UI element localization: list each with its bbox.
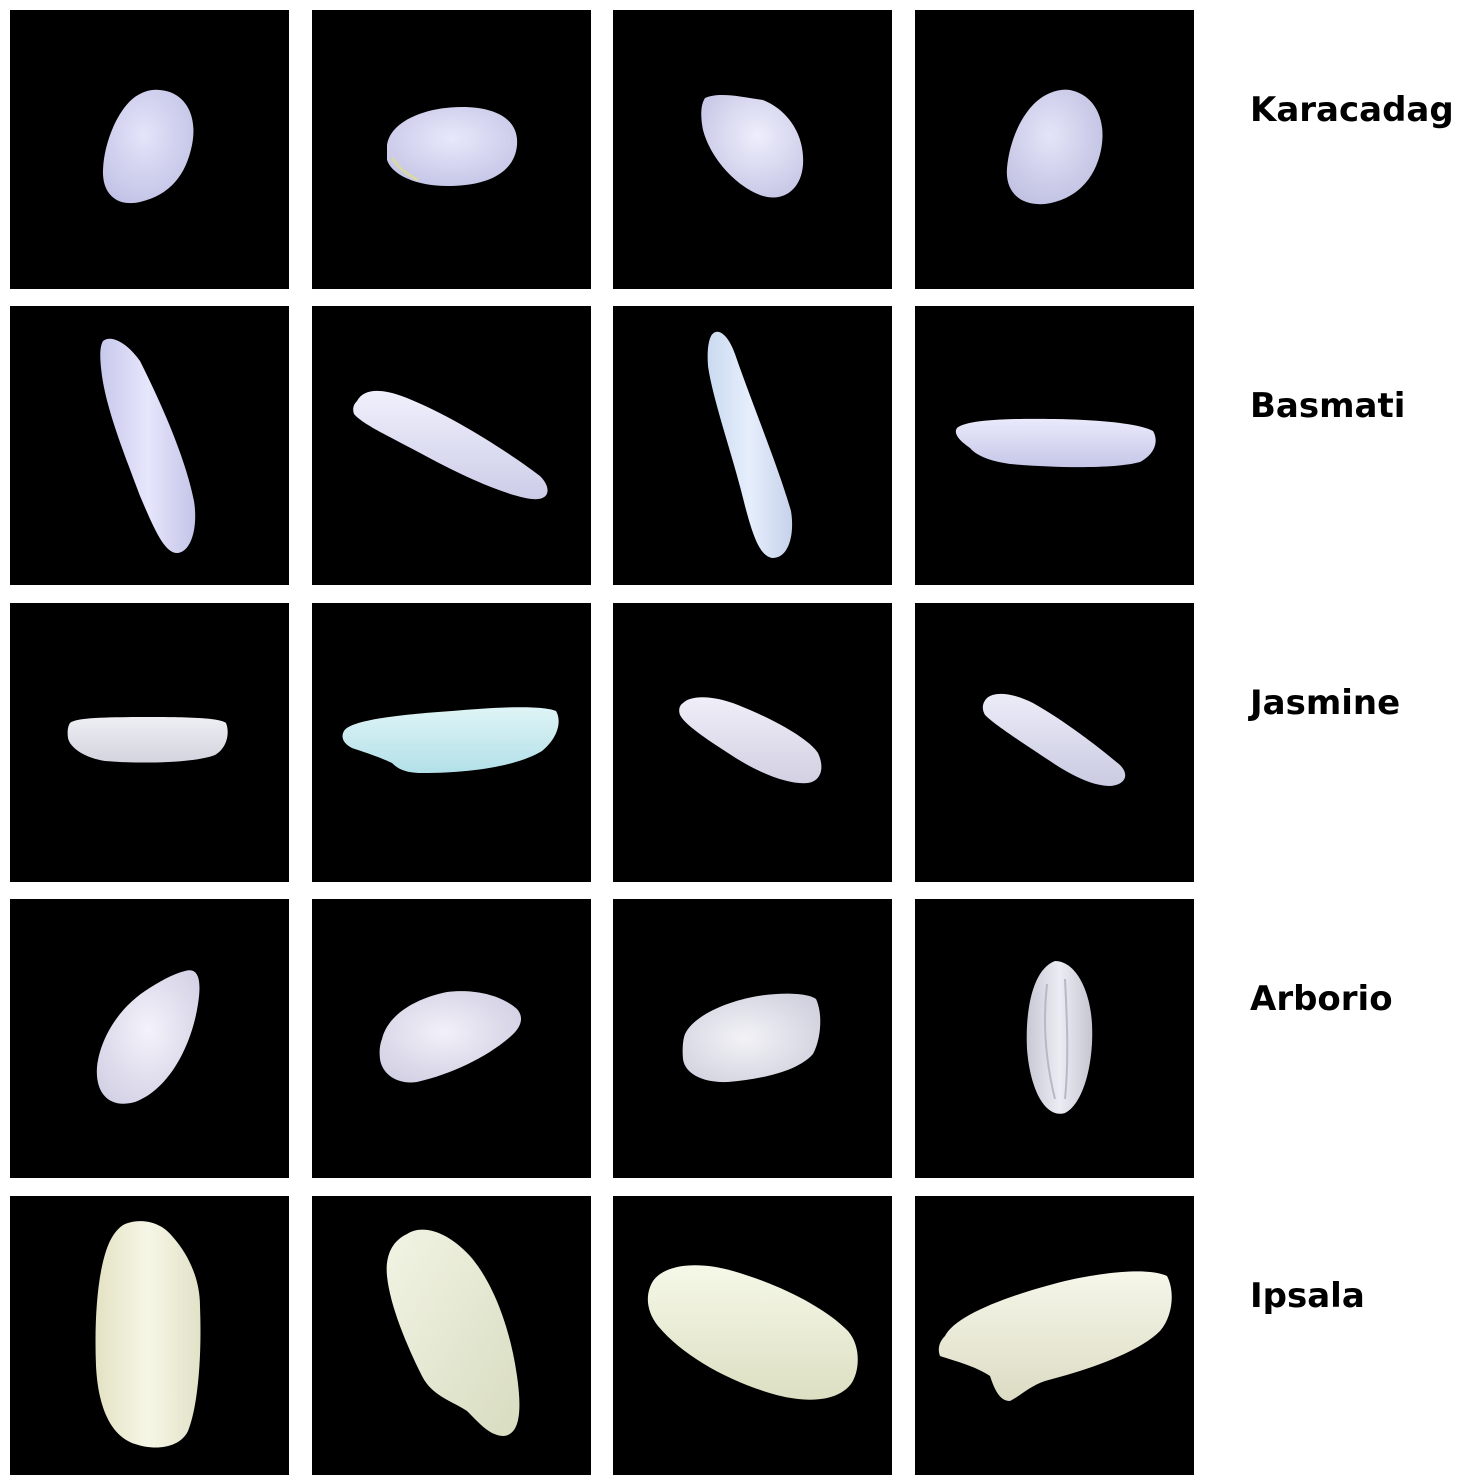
rice-variety-label: Ipsala: [1250, 1276, 1365, 1316]
ipsala-grain-1: [95, 1221, 201, 1448]
rice-grain-image: [915, 899, 1194, 1178]
rice-variety-label: Basmati: [1250, 386, 1406, 426]
rice-row-ipsala: Ipsala: [10, 1196, 1467, 1475]
basmati-grain-4: [955, 418, 1156, 468]
rice-grain-image: [10, 10, 289, 289]
rice-grain-image: [312, 10, 591, 289]
ipsala-grain-2: [386, 1229, 520, 1436]
ipsala-grain-4: [938, 1271, 1172, 1401]
karacadag-grain-1: [102, 89, 194, 204]
jasmine-grain-1: [67, 717, 228, 763]
rice-row-basmati: Basmati: [10, 306, 1467, 585]
karacadag-grain-2: [387, 107, 518, 187]
jasmine-grain-4: [982, 693, 1126, 786]
karacadag-grain-3: [701, 94, 804, 198]
rice-grain-image: [312, 603, 591, 882]
rice-grain-image: [10, 899, 289, 1178]
rice-grain-image: [915, 10, 1194, 289]
basmati-grain-3: [707, 331, 793, 558]
arborio-grain-2: [379, 991, 522, 1083]
basmati-grain-1: [100, 338, 196, 554]
rice-grain-image: [312, 899, 591, 1178]
rice-grain-image: [915, 306, 1194, 585]
arborio-grain-1: [96, 970, 200, 1104]
rice-variety-label: Arborio: [1250, 979, 1393, 1019]
rice-grain-image: [10, 603, 289, 882]
rice-grain-image: [613, 306, 892, 585]
rice-grain-grid: Karacadag: [10, 10, 1467, 1475]
rice-row-karacadag: Karacadag: [10, 10, 1467, 289]
rice-grain-image: [10, 1196, 289, 1475]
arborio-grain-4: [1026, 961, 1093, 1114]
rice-grain-image: [312, 1196, 591, 1475]
rice-grain-image: [312, 306, 591, 585]
rice-variety-label: Jasmine: [1250, 683, 1401, 723]
rice-row-arborio: Arborio: [10, 899, 1467, 1178]
karacadag-grain-4: [1006, 89, 1103, 205]
basmati-grain-2: [353, 390, 548, 500]
rice-grain-image: [915, 603, 1194, 882]
rice-grain-image: [613, 10, 892, 289]
rice-grain-image: [613, 1196, 892, 1475]
rice-grain-image: [613, 603, 892, 882]
rice-grain-image: [10, 306, 289, 585]
rice-variety-label: Karacadag: [1250, 90, 1454, 130]
arborio-grain-3: [682, 993, 821, 1083]
rice-row-jasmine: Jasmine: [10, 603, 1467, 882]
jasmine-grain-3: [679, 697, 822, 784]
rice-grain-image: [613, 899, 892, 1178]
rice-grain-image: [915, 1196, 1194, 1475]
ipsala-grain-3: [647, 1265, 858, 1400]
jasmine-grain-2: [342, 707, 559, 773]
